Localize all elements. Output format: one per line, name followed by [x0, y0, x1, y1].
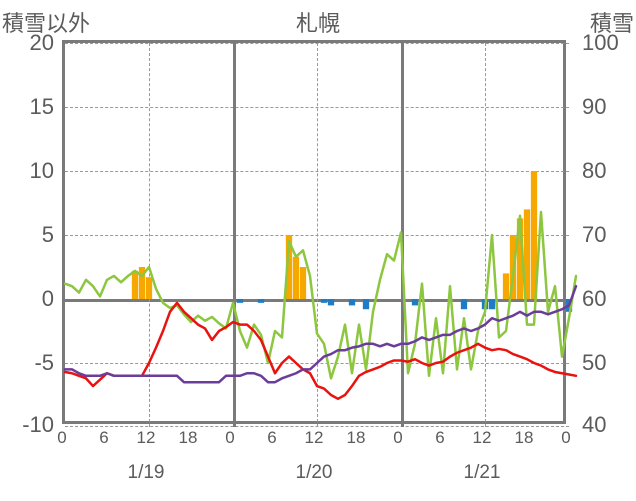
x-tick-p1-18: 18: [179, 428, 198, 448]
date-label-1-19: 1/19: [128, 462, 165, 484]
x-tick-p2-0: 0: [225, 428, 234, 448]
y-left-tick-0: 0: [10, 286, 54, 312]
x-tick-p3-18: 18: [515, 428, 534, 448]
chart-title: 札幌: [296, 6, 340, 38]
x-tick-p3-12: 12: [473, 428, 492, 448]
y-left-tick-10: 10: [10, 158, 54, 184]
y-left-tick-20: 20: [10, 30, 54, 56]
date-label-1-21: 1/21: [464, 462, 501, 484]
x-tick-p3-6: 6: [435, 428, 444, 448]
x-tick-final-0: 0: [561, 428, 570, 448]
x-tick-p3-0: 0: [393, 428, 402, 448]
x-tick-p2-18: 18: [347, 428, 366, 448]
y-right-tick-100: 100: [582, 30, 626, 56]
x-tick-p2-6: 6: [267, 428, 276, 448]
y-right-tick-80: 80: [582, 158, 626, 184]
y-left-tick-5: 5: [10, 222, 54, 248]
plot-area: [62, 40, 566, 424]
y-right-tick-40: 40: [582, 412, 626, 438]
purple-line-layer: [65, 43, 569, 427]
y-left-tick-15: 15: [10, 94, 54, 120]
x-tick-p2-12: 12: [305, 428, 324, 448]
x-axis-labels: 0 6 12 18 0 6 12 18 0 6 12 18 0: [62, 428, 566, 458]
y-right-tick-70: 70: [582, 222, 626, 248]
chart-container: 積雪以外 札幌 積雪 20 15 10 5 0 -5 -10 100 90 80…: [0, 0, 636, 501]
y-left-tick-minus10: -10: [10, 412, 54, 438]
y-left-tick-minus5: -5: [10, 350, 54, 376]
x-tick-p1-0: 0: [57, 428, 66, 448]
y-right-tick-50: 50: [582, 350, 626, 376]
y-right-tick-90: 90: [582, 94, 626, 120]
y-right-tick-60: 60: [582, 286, 626, 312]
date-label-1-20: 1/20: [296, 462, 333, 484]
x-tick-p1-12: 12: [137, 428, 156, 448]
x-tick-p1-6: 6: [99, 428, 108, 448]
